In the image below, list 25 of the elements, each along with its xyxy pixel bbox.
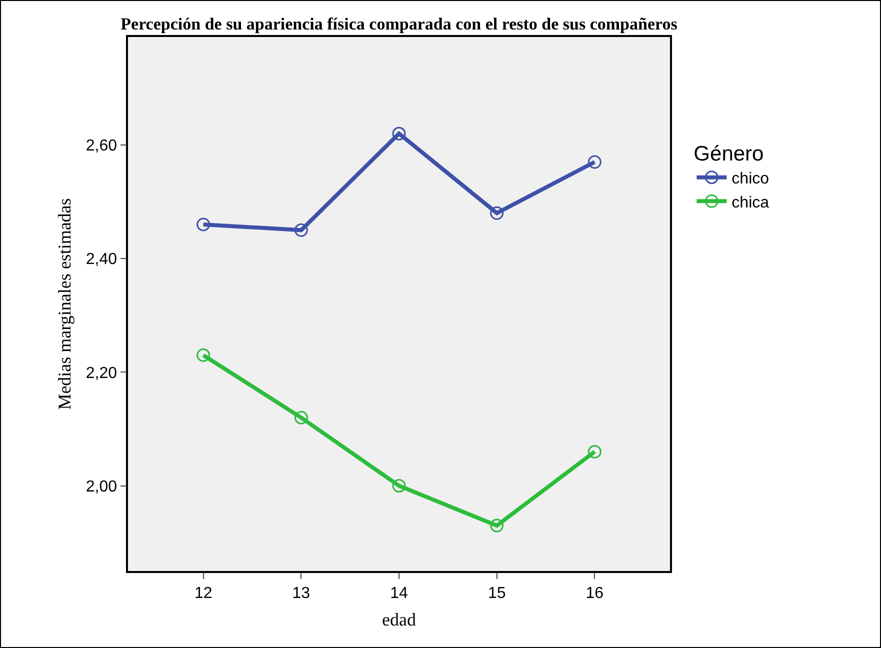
point <box>588 444 602 458</box>
point <box>392 479 406 493</box>
point <box>294 223 308 237</box>
point <box>490 518 504 532</box>
point <box>196 348 210 362</box>
x-tick-label: 15 <box>488 584 506 602</box>
y-tick-label: 2,60 <box>86 138 118 155</box>
point <box>490 206 504 220</box>
y-axis-title: Medias marginales estimadas <box>54 198 75 410</box>
x-tick-label: 14 <box>390 584 408 602</box>
x-tick-label: 12 <box>194 584 212 602</box>
point <box>294 410 308 424</box>
legend-label: chico <box>732 170 770 188</box>
legend-label: chica <box>732 194 770 212</box>
x-tick-label: 16 <box>586 584 604 602</box>
y-tick-label: 2,00 <box>86 478 118 496</box>
y-tick-label: 2,40 <box>86 251 118 268</box>
point <box>196 218 210 232</box>
point <box>588 155 602 169</box>
x-axis-title: edad <box>382 610 416 630</box>
point <box>392 126 406 140</box>
legend-title: Género <box>694 142 764 166</box>
x-tick-label: 13 <box>292 584 310 602</box>
chart-title: Percepción de su apariencia física comparada con el resto de sus compañeros <box>120 14 678 34</box>
y-tick-label: 2,20 <box>86 364 118 382</box>
